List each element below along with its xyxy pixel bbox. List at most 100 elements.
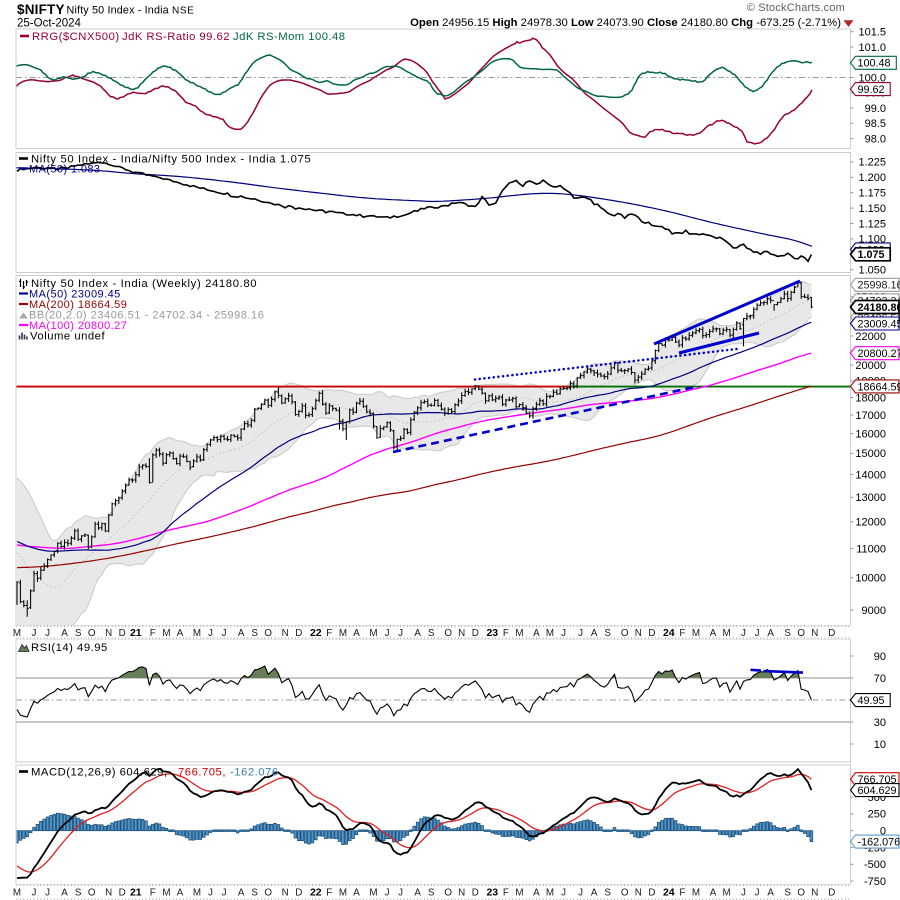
svg-text:S: S [784,887,791,898]
svg-text:S: S [428,887,435,898]
svg-text:18000: 18000 [855,392,886,404]
svg-text:O: O [264,887,272,898]
svg-text:N: N [105,887,112,898]
svg-text:M: M [369,887,377,898]
svg-text:A: A [61,628,68,639]
svg-text:D: D [295,887,302,898]
svg-text:J: J [741,628,746,639]
svg-text:18664.59: 18664.59 [858,381,900,393]
svg-text:M: M [193,628,201,639]
svg-text:JdK RS-Mom 100.48: JdK RS-Mom 100.48 [233,31,346,43]
svg-text:20000: 20000 [855,360,886,372]
svg-text:16000: 16000 [855,428,886,440]
svg-text:N: N [458,887,465,898]
svg-text:M: M [692,887,700,898]
svg-text:J: J [741,887,746,898]
svg-text:-162.076: -162.076 [230,767,279,779]
svg-text:23009.45: 23009.45 [858,318,900,330]
svg-text:0: 0 [880,826,886,838]
svg-text:M: M [13,887,21,898]
svg-text:A: A [177,628,184,639]
svg-text:101.0: 101.0 [858,42,886,54]
svg-text:J: J [561,887,566,898]
svg-text:M: M [546,887,554,898]
svg-text:766.705,: 766.705, [178,767,226,779]
svg-text:D: D [119,887,126,898]
svg-text:A: A [533,628,540,639]
svg-text:A: A [591,887,598,898]
svg-text:22: 22 [310,886,322,898]
svg-text:20800.27: 20800.27 [858,348,900,360]
svg-text:M: M [723,628,731,639]
svg-text:A: A [61,887,68,898]
svg-text:D: D [472,628,479,639]
svg-text:MA(100) 20800.27: MA(100) 20800.27 [29,320,127,332]
svg-text:M: M [515,628,523,639]
svg-text:J: J [398,887,403,898]
svg-text:NSE: NSE [172,6,194,17]
svg-text:15000: 15000 [855,448,886,460]
svg-text:98.0: 98.0 [865,133,886,145]
svg-text:A: A [767,628,774,639]
svg-text:M: M [339,887,347,898]
svg-text:J: J [578,887,583,898]
svg-text:A: A [177,887,184,898]
svg-text:D: D [295,628,302,639]
svg-text:S: S [251,887,258,898]
svg-text:22: 22 [310,627,322,639]
svg-text:A: A [767,887,774,898]
svg-text:30: 30 [874,717,886,729]
svg-text:S: S [251,628,258,639]
svg-text:49.95: 49.95 [858,695,885,707]
svg-text:O: O [621,628,629,639]
svg-text:F: F [326,628,332,639]
svg-text:J: J [208,628,213,639]
svg-text:Nifty 50 Index - India: Nifty 50 Index - India [67,5,169,17]
svg-text:A: A [238,628,245,639]
svg-text:N: N [635,628,642,639]
svg-text:N: N [635,887,642,898]
svg-text:12000: 12000 [855,517,886,529]
svg-text:1.075: 1.075 [858,249,885,261]
svg-text:BB(20,2.0) 23406.51 - 24702.34: BB(20,2.0) 23406.51 - 24702.34 - 25998.1… [29,310,264,322]
svg-text:F: F [150,887,156,898]
svg-text:J: J [32,887,37,898]
svg-text:A: A [238,887,245,898]
svg-text:J: J [45,887,50,898]
svg-text:-162.076: -162.076 [858,837,900,849]
svg-text:J: J [32,628,37,639]
svg-text:250: 250 [868,809,886,821]
svg-text:M: M [515,887,523,898]
svg-text:D: D [472,887,479,898]
svg-text:1.125: 1.125 [858,218,886,230]
svg-text:A: A [710,887,717,898]
svg-text:25-Oct-2024: 25-Oct-2024 [17,18,82,30]
svg-text:O: O [88,628,96,639]
svg-text:A: A [414,628,421,639]
svg-text:13000: 13000 [855,492,886,504]
svg-text:M: M [692,628,700,639]
svg-text:D: D [119,628,126,639]
svg-text:MA(50) 23009.45: MA(50) 23009.45 [29,289,121,301]
svg-text:O: O [88,887,96,898]
svg-text:O: O [444,887,452,898]
svg-text:M: M [339,628,347,639]
svg-text:F: F [679,887,685,898]
svg-text:J: J [578,628,583,639]
svg-text:D: D [648,887,655,898]
svg-text:101.5: 101.5 [858,27,886,39]
svg-text:-750: -750 [864,876,886,888]
svg-text:100.0: 100.0 [858,72,886,84]
svg-text:21: 21 [130,886,142,898]
svg-text:S: S [604,628,611,639]
svg-text:M: M [193,887,201,898]
svg-text:70: 70 [874,673,886,685]
svg-text:A: A [414,887,421,898]
svg-text:24: 24 [663,886,675,898]
svg-text:1.200: 1.200 [858,172,886,184]
svg-text:S: S [604,887,611,898]
svg-text:10000: 10000 [855,573,886,585]
svg-text:Nifty 50 Index - India/Nifty 5: Nifty 50 Index - India/Nifty 500 Index -… [31,154,311,166]
svg-text:RSI(14) 49.95: RSI(14) 49.95 [31,642,108,654]
svg-text:D: D [648,628,655,639]
